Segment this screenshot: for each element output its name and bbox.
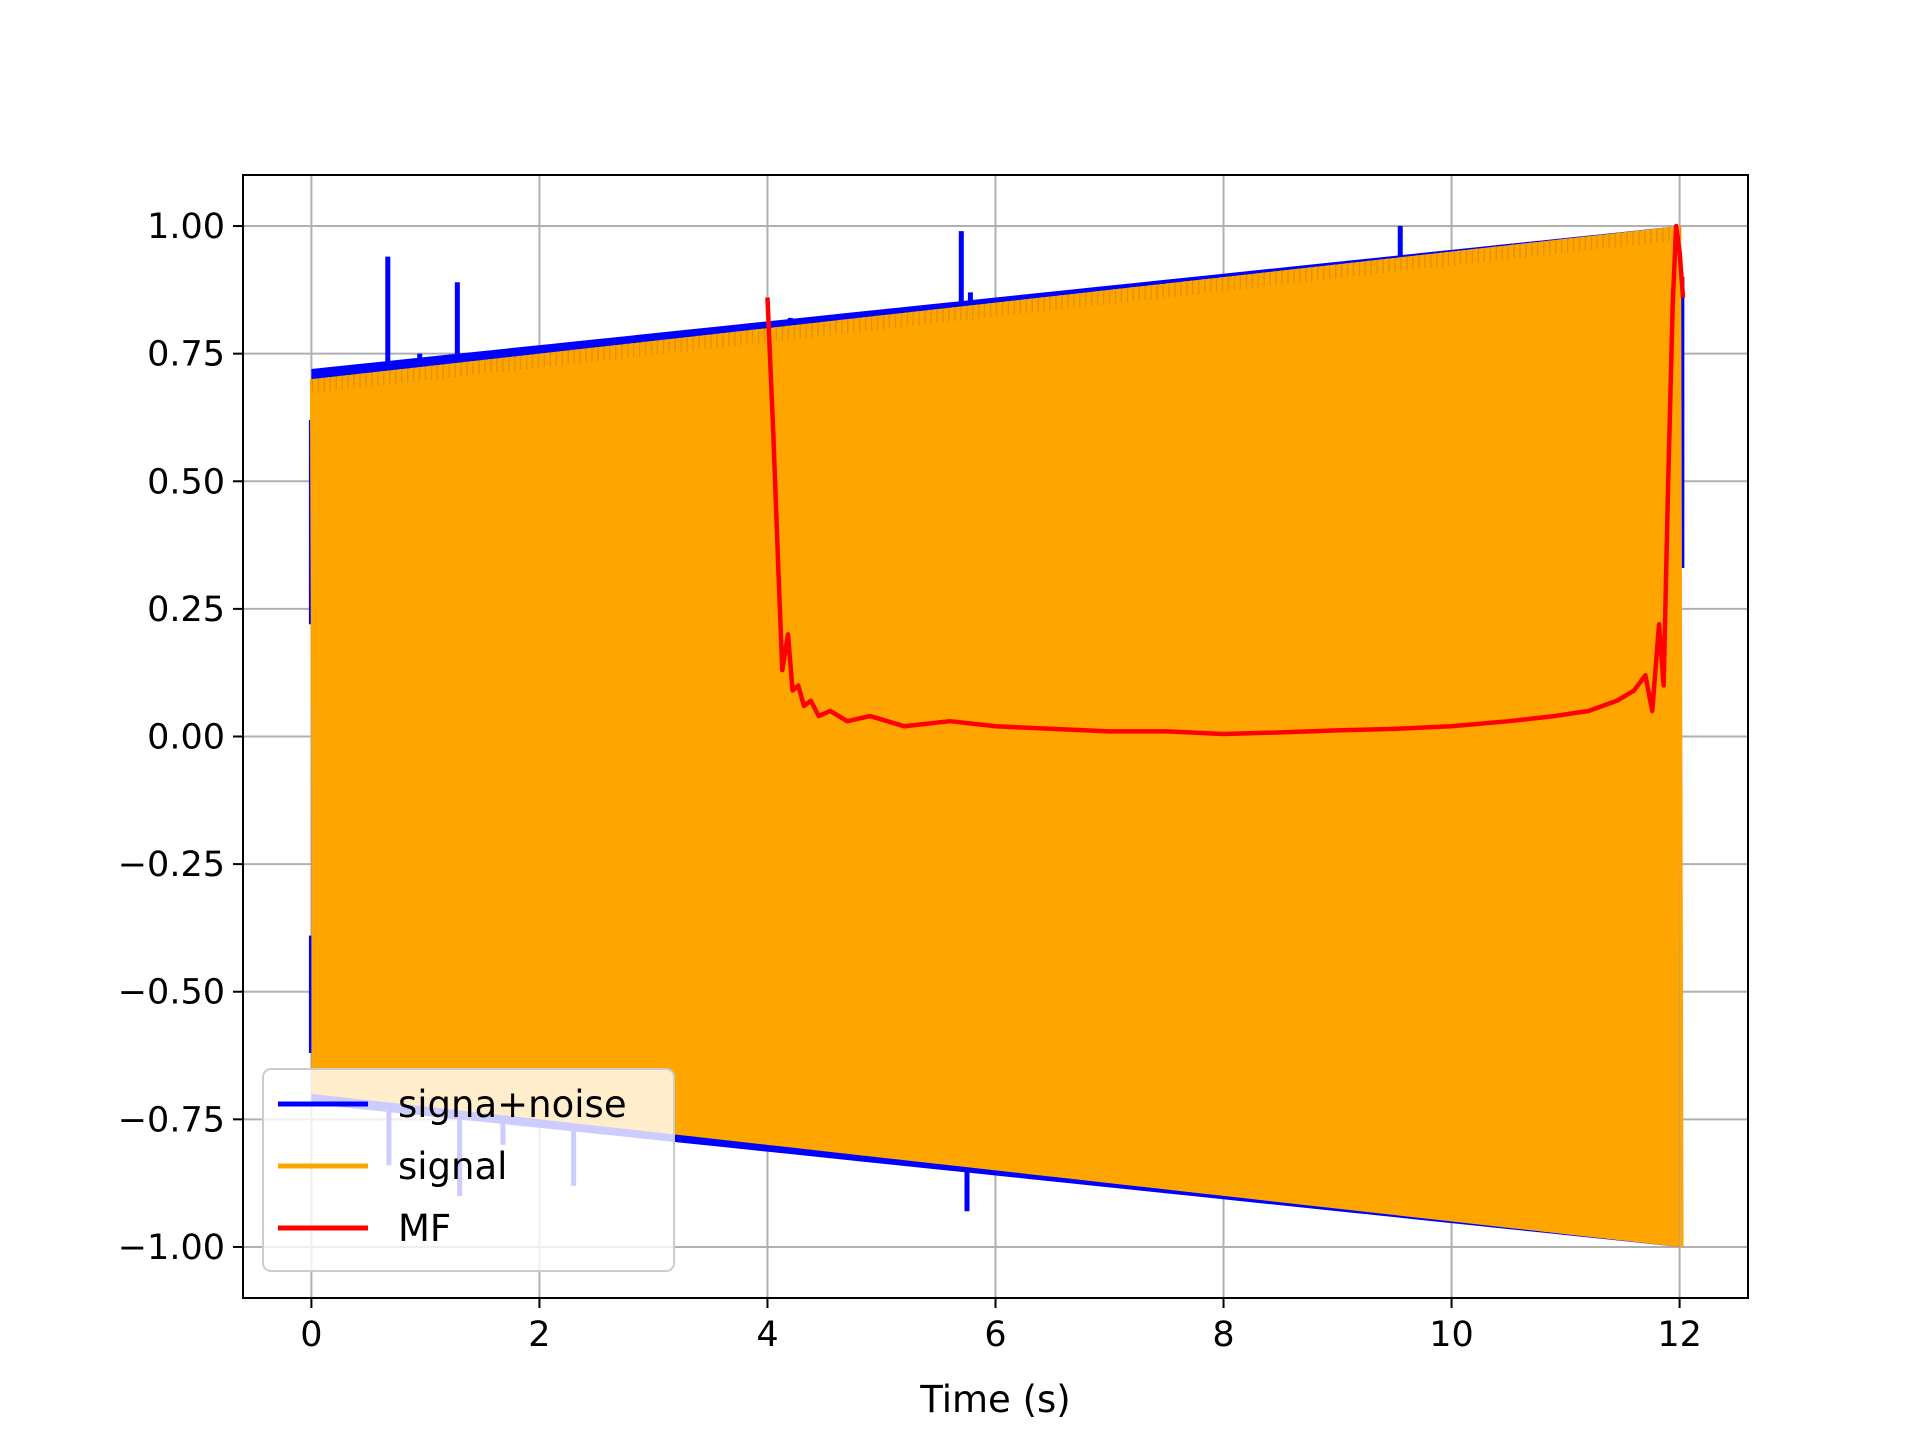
x-tick-label: 8 (1212, 1315, 1234, 1355)
x-tick-label: 6 (984, 1315, 1006, 1355)
y-tick-label: 1.00 (147, 207, 225, 247)
x-tick-label: 0 (300, 1315, 322, 1355)
y-tick-label: −0.25 (118, 845, 225, 885)
y-tick-label: 0.00 (147, 718, 225, 758)
x-tick-label: 4 (756, 1315, 778, 1355)
legend-label: MF (398, 1207, 451, 1250)
y-tick-label: 0.75 (147, 335, 225, 375)
y-tick-label: −0.50 (118, 973, 225, 1013)
y-tick-label: −1.00 (118, 1228, 225, 1268)
x-tick-label: 12 (1657, 1315, 1702, 1355)
x-tick-label: 2 (528, 1315, 550, 1355)
legend-label: signa+noise (398, 1083, 627, 1126)
y-tick-label: −0.75 (118, 1100, 225, 1140)
x-tick-label: 10 (1429, 1315, 1474, 1355)
x-axis-label: Time (s) (919, 1378, 1070, 1421)
y-tick-label: 0.25 (147, 590, 225, 630)
legend-label: signal (398, 1145, 507, 1188)
legend: signa+noise signal MF (263, 1069, 674, 1271)
y-tick-label: 0.50 (147, 462, 225, 502)
